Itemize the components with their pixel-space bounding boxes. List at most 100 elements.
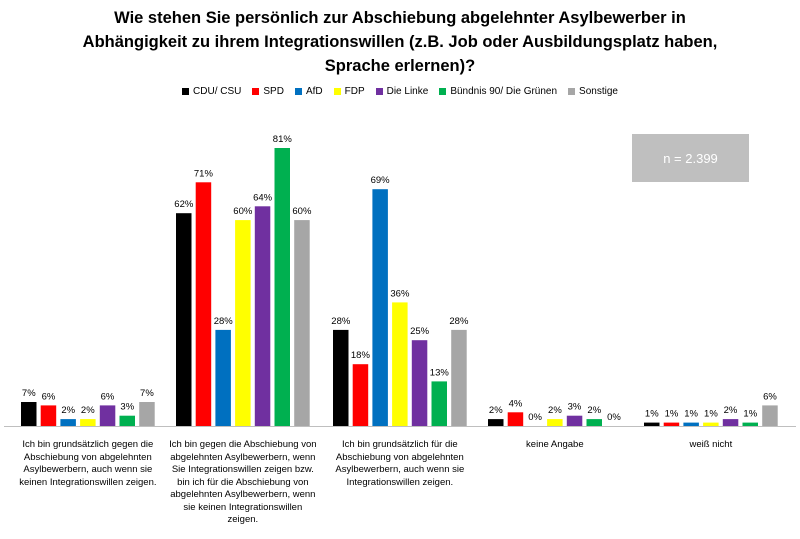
bar (683, 422, 699, 426)
data-label: 1% (704, 409, 718, 420)
bar (372, 189, 388, 426)
data-label: 2% (81, 405, 95, 416)
bar (411, 340, 428, 426)
bar (431, 381, 447, 426)
data-label: 4% (509, 398, 523, 409)
bar (547, 419, 563, 426)
data-label: 2% (61, 405, 75, 416)
data-label: 28% (449, 316, 469, 327)
bar (333, 329, 349, 426)
data-label: 69% (371, 175, 391, 186)
legend-label: FDP (344, 86, 365, 97)
legend-label: CDU/ CSU (193, 86, 242, 97)
category-label: weiß nicht (689, 439, 733, 450)
data-label: 3% (120, 402, 134, 413)
legend-swatch (182, 88, 190, 95)
legend-item: Die Linke (375, 86, 429, 97)
bar (21, 402, 37, 426)
legend-label: Sonstige (579, 86, 618, 97)
bar (703, 422, 719, 426)
data-label: 28% (331, 316, 351, 327)
title-line: Sprache erlernen)? (324, 57, 476, 75)
bar (586, 419, 602, 426)
data-label: 60% (233, 206, 253, 217)
bar (352, 364, 369, 426)
legend-item: Bündnis 90/ Die Grünen (439, 86, 557, 97)
data-label: 71% (194, 168, 214, 179)
legend-label: SPD (263, 86, 284, 97)
legend-item: SPD (252, 86, 284, 97)
legend-item: Sonstige (568, 86, 618, 97)
data-label: 25% (410, 326, 430, 337)
bar (742, 422, 758, 426)
bar (722, 419, 739, 426)
data-label: 2% (489, 405, 503, 416)
category-label: Ich bin grundsätzlich gegen die Abschieb… (19, 439, 157, 488)
data-label: 60% (292, 206, 312, 217)
data-label: 64% (253, 192, 273, 203)
data-label: 0% (607, 412, 621, 423)
bar (99, 405, 116, 426)
data-label: 1% (645, 409, 659, 420)
data-label: 3% (568, 402, 582, 413)
data-label: 81% (273, 134, 293, 145)
bar (139, 402, 155, 426)
legend-swatch (333, 88, 341, 95)
data-label: 2% (548, 405, 562, 416)
data-label: 1% (665, 409, 679, 420)
data-label: 7% (140, 388, 154, 399)
legend-label: Die Linke (386, 86, 429, 97)
legend-swatch (568, 88, 576, 95)
data-label: 2% (724, 405, 738, 416)
legend-swatch (252, 88, 260, 95)
bar (215, 329, 231, 426)
bar (195, 182, 212, 426)
legend-swatch (375, 88, 383, 95)
category-label: Ich bin gegen die Abschiebung von abgele… (169, 439, 317, 525)
bar (80, 419, 96, 426)
data-label: 13% (430, 367, 450, 378)
bar (176, 213, 192, 426)
category-label: Ich bin grundsätzlich für die Abschiebun… (335, 439, 465, 488)
bar (488, 419, 504, 426)
data-label: 1% (684, 409, 698, 420)
title-line: Wie stehen Sie persönlich zur Abschiebun… (114, 9, 686, 27)
bar (235, 220, 251, 426)
legend: CDU/ CSU SPD AfD FDP Die Linke Bündnis 90/ Di… (0, 86, 800, 97)
bar (254, 206, 271, 426)
title-line: Abhängigkeit zu ihrem Integrationswillen… (82, 33, 718, 51)
data-label: 36% (390, 288, 410, 299)
data-label: 6% (101, 391, 115, 402)
bar (274, 148, 290, 426)
legend-swatch (439, 88, 447, 95)
data-label: 7% (22, 388, 36, 399)
bar (119, 415, 135, 426)
bar (40, 405, 57, 426)
sample-size-box: n = 2.399 (632, 134, 749, 182)
bar (451, 329, 467, 426)
data-label: 28% (214, 316, 234, 327)
legend-label: AfD (305, 86, 323, 97)
legend-item: FDP (333, 86, 365, 97)
bar (663, 422, 680, 426)
legend-item: CDU/ CSU (182, 86, 241, 97)
bar (566, 415, 583, 426)
data-label: 62% (174, 199, 194, 210)
bar (507, 412, 524, 426)
data-label: 6% (42, 391, 56, 402)
data-label: 18% (351, 350, 371, 361)
data-label: 1% (743, 409, 757, 420)
bar (60, 419, 76, 426)
chart-title: Wie stehen Sie persönlich zur Abschiebun… (60, 6, 740, 78)
data-label: 2% (587, 405, 601, 416)
sample-size-label: n = 2.399 (663, 150, 718, 166)
data-label: 0% (528, 412, 542, 423)
bar (762, 405, 778, 426)
legend-item: AfD (294, 86, 323, 97)
bar (294, 220, 310, 426)
bar (392, 302, 408, 426)
legend-label: Bündnis 90/ Die Grünen (450, 86, 558, 97)
data-label: 6% (763, 391, 777, 402)
category-label: keine Angabe (526, 439, 584, 450)
